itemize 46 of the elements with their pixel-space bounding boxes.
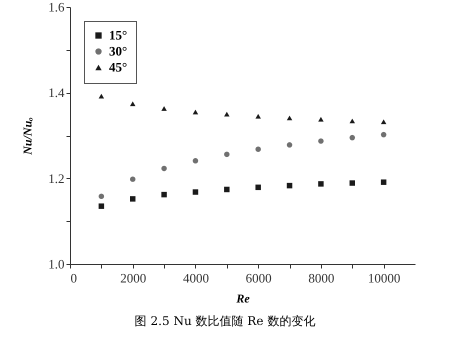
point — [380, 119, 386, 124]
point — [380, 179, 386, 185]
point — [380, 132, 386, 138]
legend-label: 30° — [109, 44, 128, 58]
x-tick-label: 0 — [70, 270, 77, 286]
point — [350, 180, 356, 186]
point — [224, 152, 230, 158]
point — [130, 196, 136, 202]
x-tick-label: 10000 — [368, 270, 400, 286]
caption: 图 2.5 Nu 数比值随 Re 数的变化 — [134, 313, 316, 330]
y-tick-label: 1.4 — [48, 85, 65, 100]
point — [192, 110, 198, 114]
legend-label: 15° — [109, 28, 128, 42]
point — [161, 106, 167, 111]
y-tick-label: 1.6 — [48, 0, 65, 14]
point — [192, 189, 198, 195]
y-tick-label: 1.0 — [48, 256, 64, 272]
point — [130, 101, 136, 106]
x-tick-label: 4000 — [182, 270, 209, 286]
legend-label: 45° — [109, 60, 128, 74]
y-axis-title: Nu/Nuₒ — [20, 116, 34, 156]
point — [286, 182, 292, 188]
point — [318, 181, 324, 187]
y-tick-label: 1.2 — [48, 170, 64, 186]
x-tick-label: 8000 — [308, 270, 334, 286]
point — [192, 158, 198, 164]
point — [161, 166, 167, 172]
x-axis-title: Re — [235, 292, 250, 306]
point — [255, 114, 261, 119]
point — [98, 203, 104, 209]
point — [350, 134, 356, 140]
x-tick-label: 6000 — [246, 270, 272, 286]
point — [255, 184, 261, 190]
point — [98, 194, 104, 200]
point — [318, 116, 324, 122]
point — [286, 116, 292, 120]
point — [350, 118, 356, 124]
point — [224, 112, 230, 116]
point — [98, 94, 104, 98]
point — [224, 186, 230, 192]
point — [318, 138, 324, 144]
point — [286, 142, 292, 148]
x-tick-label: 2000 — [120, 270, 146, 286]
point — [255, 146, 261, 152]
point — [130, 176, 136, 182]
point — [161, 192, 167, 198]
